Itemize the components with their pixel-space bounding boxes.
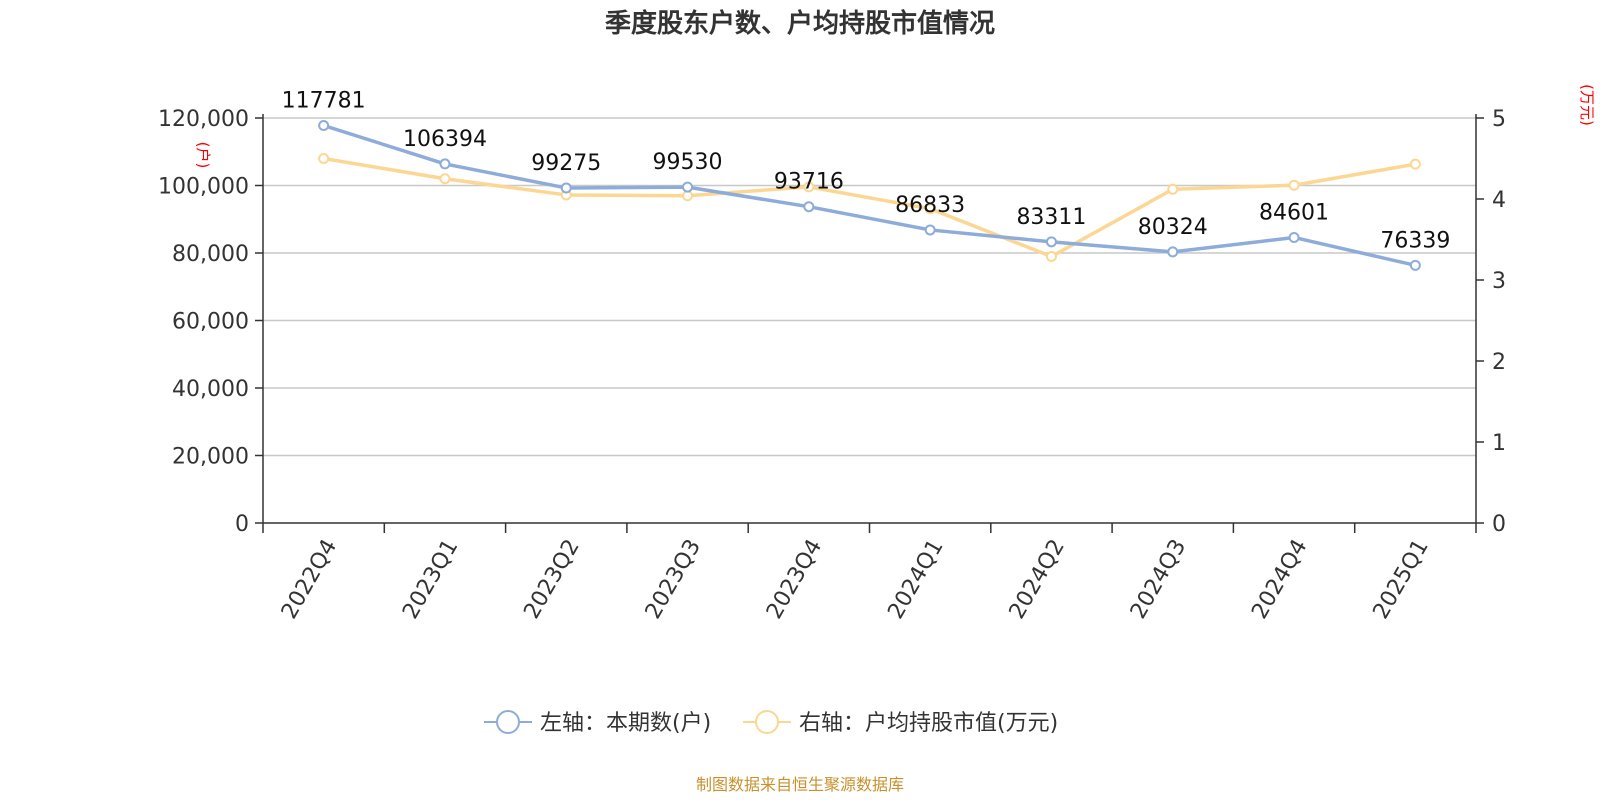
right-tick-label: 3 [1492, 269, 1506, 294]
series-point-1 [1409, 158, 1421, 170]
series-line-1 [323, 156, 1416, 259]
left-tick-label: 120,000 [158, 107, 249, 132]
legend-label: 右轴：户均持股市值(万元) [799, 711, 1058, 736]
left-axis-unit: (户) [194, 142, 212, 169]
series-point-1 [1167, 183, 1179, 195]
series-point-0 [1409, 259, 1421, 271]
series-points [318, 119, 1421, 271]
series-point-1 [803, 181, 815, 193]
series-point-1 [1045, 251, 1057, 263]
right-tick-label: 4 [1492, 188, 1506, 213]
x-tick-label: 2024Q4 [1247, 535, 1312, 623]
legend-marker-icon [496, 710, 520, 734]
x-tick-label: 2024Q1 [883, 535, 948, 623]
series-point-0 [318, 119, 330, 131]
source-note: 制图数据来自恒生聚源数据库 [696, 775, 904, 794]
series-point-1 [318, 153, 330, 164]
series-point-0 [1167, 246, 1179, 258]
x-tick-label: 2023Q1 [398, 535, 463, 623]
data-label: 84601 [1259, 200, 1329, 225]
data-label: 106394 [403, 127, 487, 152]
left-tick-label: 40,000 [172, 377, 249, 402]
left-tick-label: 100,000 [158, 175, 249, 200]
data-label: 76339 [1380, 228, 1450, 253]
series-point-0 [560, 182, 572, 194]
left-tick-label: 20,000 [172, 445, 249, 470]
data-labels: 117781 106394 99275 99530 93716 86833 83311 803… [282, 88, 1451, 253]
data-label: 80324 [1138, 215, 1208, 240]
series-point-0 [1045, 236, 1057, 248]
data-label: 117781 [282, 88, 366, 113]
series-point-0 [924, 224, 936, 236]
legend-item-0[interactable]: 左轴：本期数(户) [484, 710, 711, 736]
series-point-0 [682, 181, 694, 193]
chart-title: 季度股东户数、户均持股市值情况 [605, 8, 995, 39]
series-point-0 [803, 201, 815, 213]
x-tick-label: 2024Q3 [1126, 535, 1191, 623]
right-tick-label: 0 [1492, 512, 1506, 537]
series-point-0 [439, 158, 451, 170]
grid-lines [263, 117, 1476, 457]
left-tick-label: 80,000 [172, 242, 249, 267]
left-tick-label: 60,000 [172, 310, 249, 335]
x-tick-label: 2024Q2 [1005, 535, 1070, 623]
right-tick-label: 5 [1492, 107, 1506, 132]
x-tick-label: 2023Q3 [641, 535, 706, 623]
x-tick-label: 2023Q4 [762, 535, 827, 623]
data-label: 86833 [895, 193, 965, 218]
x-tick-label: 2025Q1 [1369, 535, 1434, 623]
series-point-1 [682, 190, 694, 202]
legend[interactable]: 左轴：本期数(户) 右轴：户均持股市值(万元) [484, 710, 1058, 736]
series-point-1 [924, 203, 936, 215]
series-point-1 [439, 173, 451, 185]
legend-item-1[interactable]: 右轴：户均持股市值(万元) [743, 710, 1058, 736]
left-tick-label: 0 [235, 512, 249, 537]
series-point-1 [1288, 179, 1300, 191]
data-label: 93716 [774, 170, 844, 195]
series-lines [323, 123, 1416, 268]
x-tick-label: 2022Q4 [277, 535, 342, 623]
data-label: 83311 [1016, 205, 1086, 230]
legend-label: 左轴：本期数(户) [540, 711, 711, 736]
legend-marker-icon [755, 710, 779, 734]
right-tick-label: 2 [1492, 350, 1506, 375]
data-label: 99275 [531, 151, 601, 176]
data-label: 99530 [653, 150, 723, 175]
series-line-0 [323, 123, 1416, 268]
right-axis-unit: (万元) [1578, 84, 1596, 126]
x-tick-label: 2023Q2 [519, 535, 584, 623]
series-point-0 [1288, 231, 1300, 243]
right-tick-label: 1 [1492, 431, 1506, 456]
